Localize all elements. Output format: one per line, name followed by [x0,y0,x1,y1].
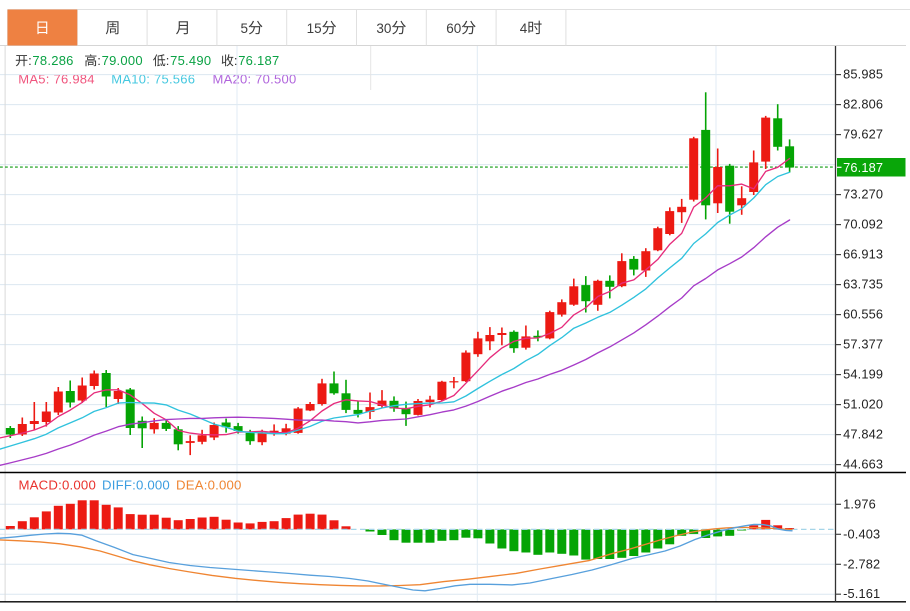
svg-text:44.663: 44.663 [843,457,883,472]
svg-text::: : [166,53,170,68]
svg-text:60: 60 [446,21,461,36]
svg-text::: : [234,53,238,68]
svg-text:47.842: 47.842 [843,427,883,442]
svg-text:-5.161: -5.161 [843,586,880,601]
svg-text:66.913: 66.913 [843,247,883,262]
svg-text:85.985: 85.985 [843,67,883,82]
svg-text:63.735: 63.735 [843,277,883,292]
svg-text:MA5: 76.984: MA5: 76.984 [18,71,94,86]
svg-text:51.020: 51.020 [843,397,883,412]
svg-text:78.286: 78.286 [32,53,73,68]
svg-text::: : [28,53,32,68]
svg-text:-2.782: -2.782 [843,556,880,571]
svg-text:30: 30 [376,21,391,36]
svg-text:MA20: 70.500: MA20: 70.500 [213,71,297,86]
svg-text:70.092: 70.092 [843,217,883,232]
svg-text::: : [97,53,101,68]
svg-text:57.377: 57.377 [843,337,883,352]
svg-text:15: 15 [307,21,322,36]
svg-text:DIFF:0.000: DIFF:0.000 [102,478,170,493]
svg-text:76.187: 76.187 [238,53,279,68]
svg-text:1.976: 1.976 [843,496,876,511]
svg-text:54.199: 54.199 [843,367,883,382]
svg-text:79.000: 79.000 [102,53,143,68]
svg-text:MA10: 75.566: MA10: 75.566 [111,71,195,86]
svg-text:76.187: 76.187 [843,160,883,175]
svg-text:82.806: 82.806 [843,97,883,112]
svg-text:DEA:0.000: DEA:0.000 [176,478,242,493]
svg-text:-0.403: -0.403 [843,526,880,541]
svg-text:4: 4 [520,21,528,36]
svg-text:79.627: 79.627 [843,127,883,142]
svg-text:MACD:0.000: MACD:0.000 [19,478,97,493]
svg-text:60.556: 60.556 [843,307,883,322]
svg-text:75.490: 75.490 [170,53,211,68]
svg-text:5: 5 [241,21,249,36]
svg-text:73.270: 73.270 [843,187,883,202]
